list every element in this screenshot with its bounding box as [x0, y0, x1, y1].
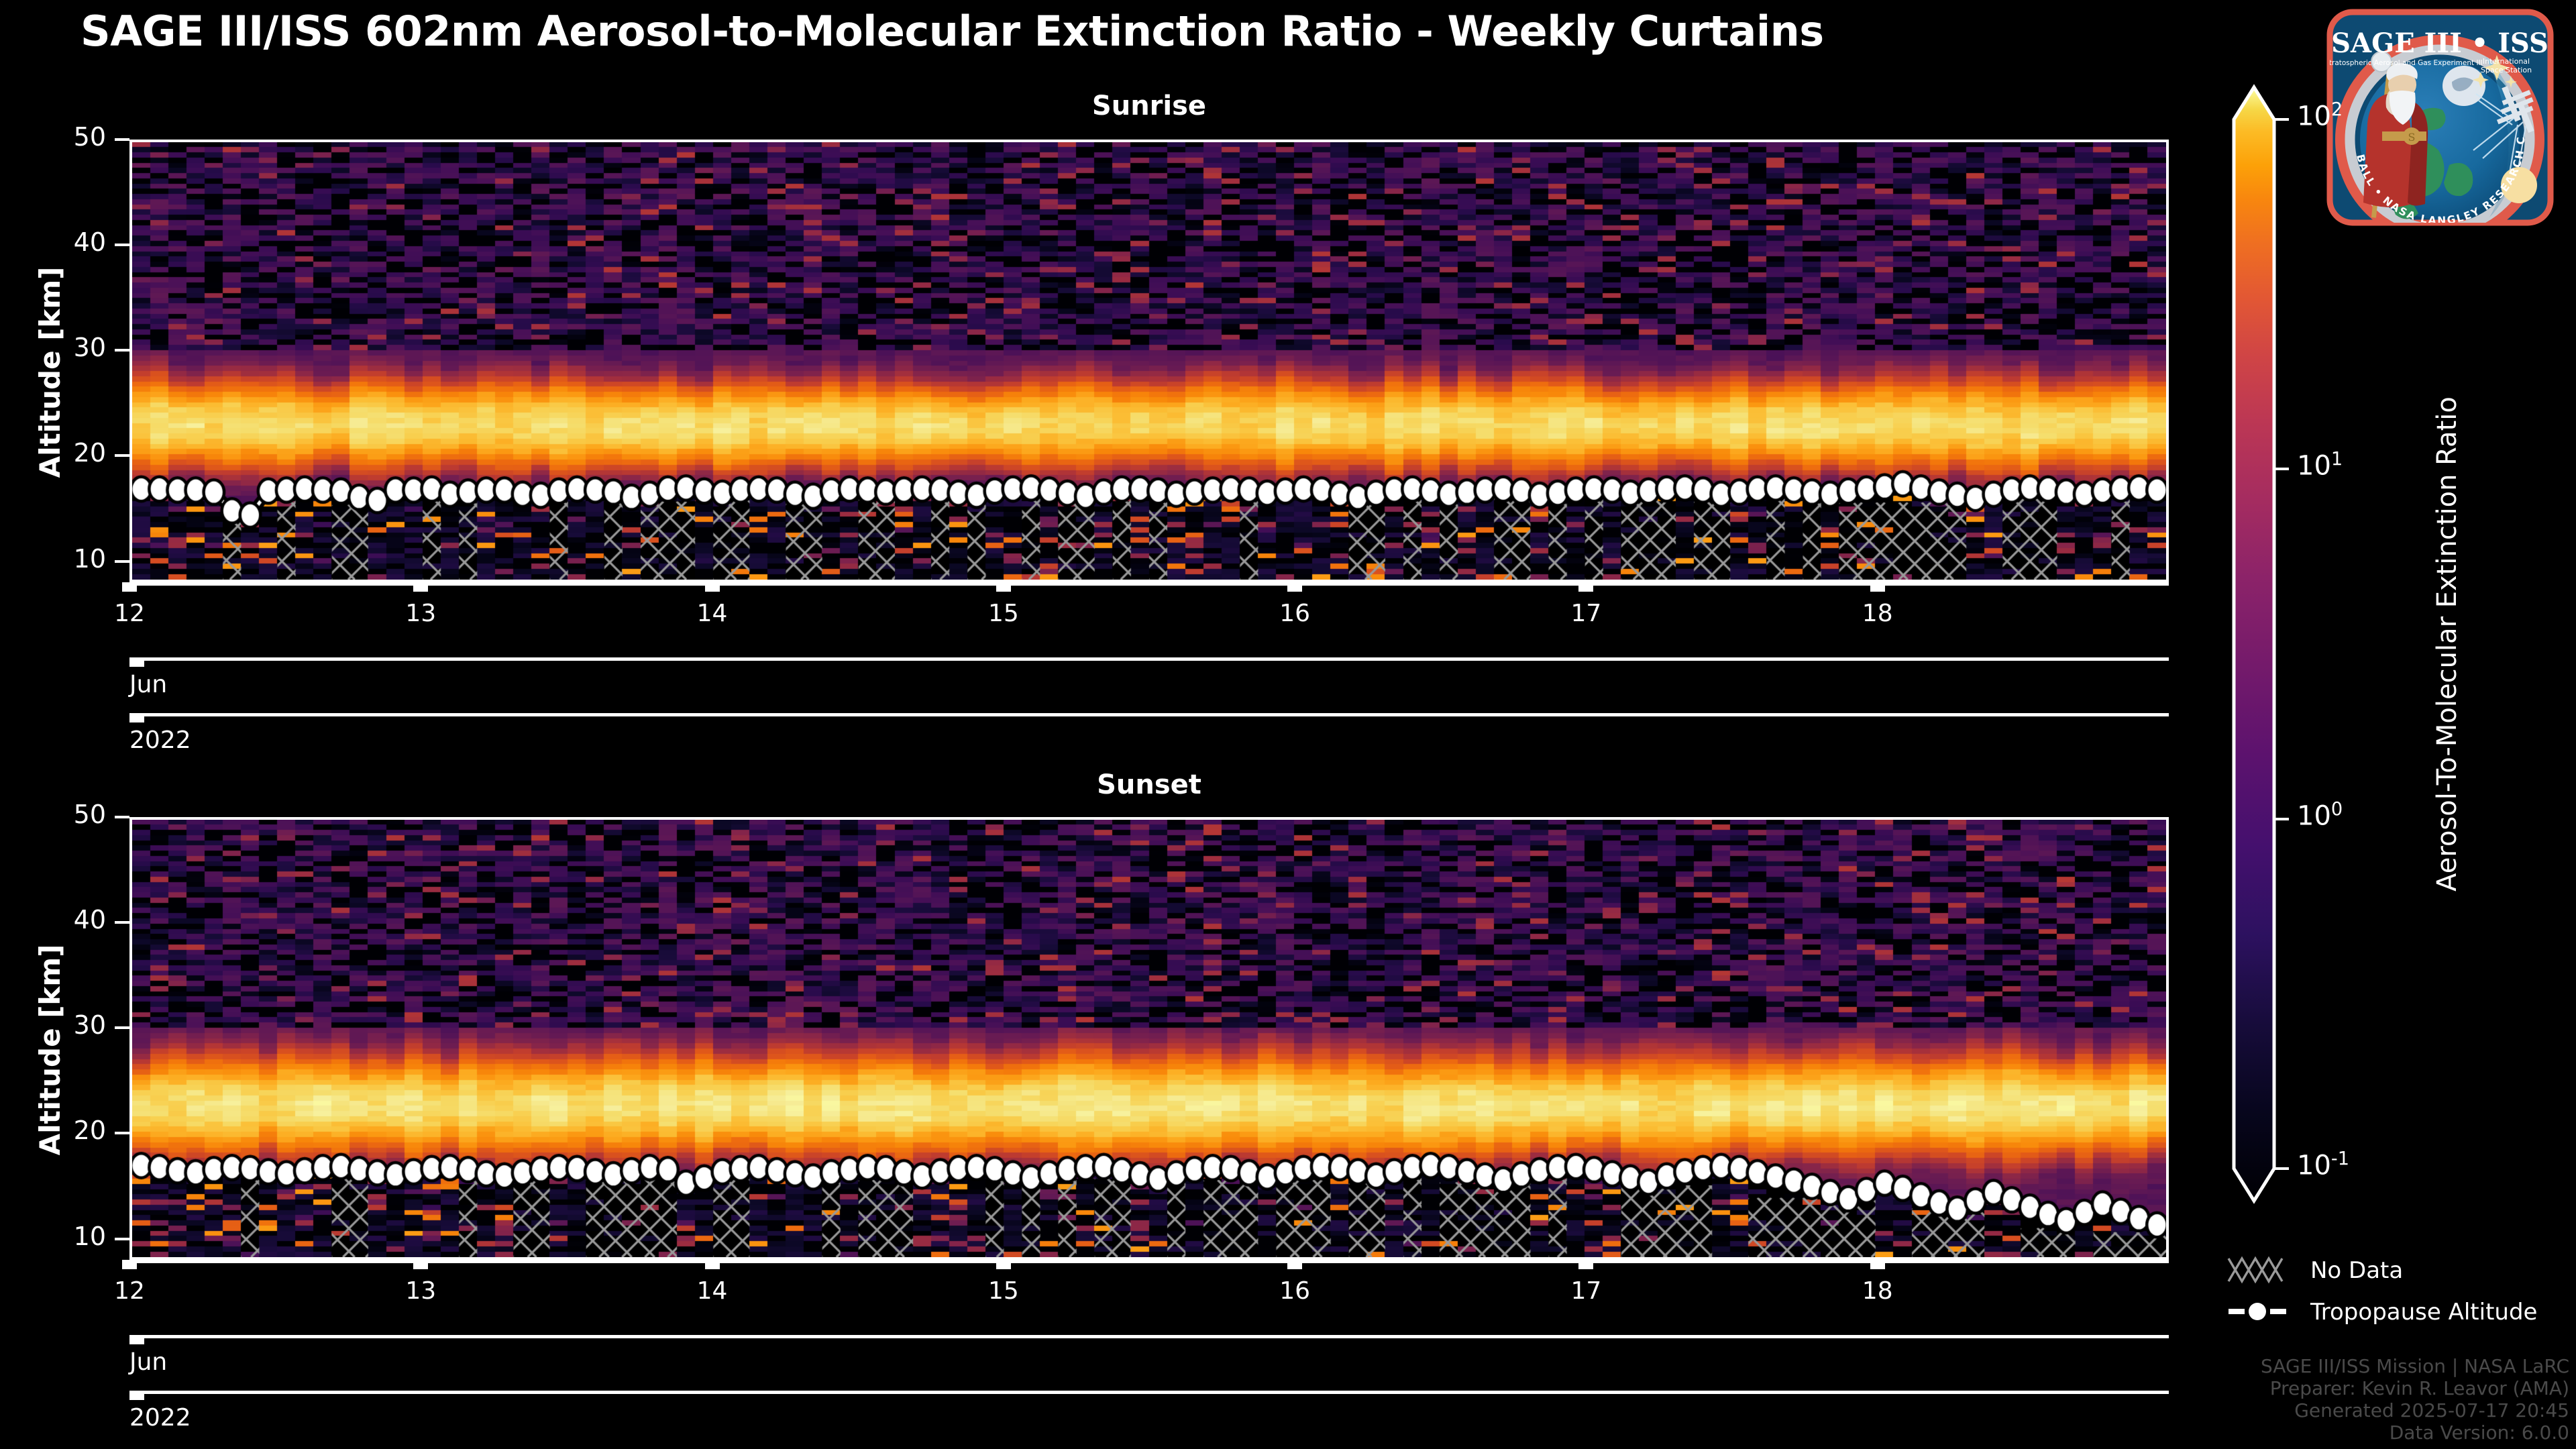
colorbar-tick-mark-1 [2274, 468, 2289, 471]
colorbar-tick-exponent-3: -1 [2330, 1148, 2350, 1169]
heatmap-plot-sunrise[interactable] [129, 140, 2169, 582]
colorbar-title: Aerosol-To-Molecular Extinction Ratio [2432, 396, 2463, 892]
panel-title-sunset: Sunset [1097, 769, 1201, 800]
page-title: SAGE III/ISS 602nm Aerosol-to-Molecular … [80, 7, 1824, 56]
logo-title: SAGE III • ISS [2331, 28, 2548, 59]
sage-iii-iss-mission-logo: S SAGE III • ISS Stratospheric Aerosol a… [2318, 0, 2563, 235]
colorbar-tick-mantissa-3: 10 [2297, 1150, 2331, 1181]
y-tick-label-sunrise-10: 10 [73, 543, 106, 574]
x-tick-label-sunset-15: 15 [987, 1277, 1019, 1305]
legend-label-tropopause: Tropopause Altitude [2310, 1299, 2538, 1326]
x-tick-label-sunset-13: 13 [405, 1277, 437, 1305]
colorbar-tick-mantissa-0: 10 [2297, 101, 2331, 132]
year-axis-tick-sunrise [129, 713, 144, 722]
footer-line-data-version: Data Version: 6.0.0 [2389, 1421, 2569, 1444]
y-tick-label-sunrise-40: 40 [73, 227, 106, 258]
y-tick-mark-sunrise-20 [115, 454, 129, 458]
y-tick-mark-sunset-30 [115, 1026, 129, 1030]
month-axis-rule-sunset [129, 1335, 2169, 1338]
colorbar-tick-mark-0 [2274, 118, 2289, 121]
x-tick-label-sunset-12: 12 [114, 1277, 145, 1305]
year-axis-tick-sunset [129, 1391, 144, 1400]
x-axis-rule-sunrise [129, 582, 2169, 586]
colorbar-tick-mantissa-2: 10 [2297, 800, 2331, 831]
logo-subtitle-right-2: Space Station [2481, 66, 2532, 74]
y-axis-label-sunset: Altitude [km] [34, 944, 66, 1156]
month-axis-rule-sunrise [129, 657, 2169, 661]
colorbar-tick-exponent-1: 1 [2330, 449, 2343, 470]
colorbar-tick-label-2: 100 [2297, 799, 2343, 831]
x-tick-label-sunrise-17: 17 [1570, 600, 1602, 627]
year-axis-rule-sunrise [129, 713, 2169, 716]
footer-line-mission: SAGE III/ISS Mission | NASA LaRC [2261, 1355, 2569, 1377]
colorbar-gradient-body [2232, 84, 2276, 1204]
colorbar-tick-mark-3 [2274, 1167, 2289, 1170]
x-tick-label-sunrise-16: 16 [1279, 600, 1311, 627]
x-tick-label-sunrise-14: 14 [696, 600, 728, 627]
year-label-sunrise: 2022 [129, 727, 191, 754]
y-tick-label-sunset-50: 50 [73, 800, 106, 829]
x-tick-label-sunrise-13: 13 [405, 600, 437, 627]
y-tick-label-sunrise-50: 50 [73, 122, 106, 152]
legend-label-no-data: No Data [2310, 1257, 2404, 1284]
footer: SAGE III/ISS Mission | NASA LaRC Prepare… [1838, 1355, 2569, 1444]
footer-line-preparer: Preparer: Kevin R. Leavor (AMA) [2269, 1377, 2569, 1399]
legend: No Data Tropopause Altitude [2227, 1254, 2576, 1335]
colorbar-tick-exponent-2: 0 [2330, 798, 2343, 820]
x-tick-label-sunset-17: 17 [1570, 1277, 1602, 1305]
y-tick-mark-sunset-10 [115, 1237, 129, 1240]
y-tick-mark-sunrise-50 [115, 138, 129, 141]
y-tick-mark-sunrise-30 [115, 349, 129, 352]
y-tick-mark-sunrise-10 [115, 559, 129, 563]
tropopause-line-swatch [2229, 1303, 2286, 1320]
svg-text:S: S [2408, 131, 2416, 144]
y-tick-mark-sunrise-40 [115, 244, 129, 247]
y-tick-mark-sunset-50 [115, 816, 129, 818]
colorbar-tick-label-3: 10-1 [2297, 1148, 2349, 1181]
colorbar-tick-label-1: 101 [2297, 449, 2343, 481]
x-tick-label-sunset-18: 18 [1862, 1277, 1893, 1305]
y-tick-mark-sunset-20 [115, 1132, 129, 1135]
logo-subtitle-left: Stratospheric Aerosol and Gas Experiment… [2324, 59, 2483, 67]
panel-title-sunrise: Sunrise [1091, 91, 1207, 121]
month-axis-tick-sunrise [129, 657, 144, 667]
y-tick-label-sunrise-30: 30 [73, 333, 106, 363]
y-tick-label-sunset-40: 40 [73, 905, 106, 935]
y-tick-mark-sunset-40 [115, 921, 129, 924]
x-tick-label-sunrise-12: 12 [114, 600, 145, 627]
footer-line-generated: Generated 2025-07-17 20:45 [2294, 1399, 2569, 1421]
month-label-sunrise: Jun [129, 671, 168, 698]
x-tick-label-sunrise-15: 15 [987, 600, 1019, 627]
colorbar-tick-mantissa-1: 10 [2297, 450, 2331, 482]
x-tick-label-sunset-16: 16 [1279, 1277, 1311, 1305]
logo-subtitle-right-1: International [2483, 57, 2530, 66]
colorbar-tick-mark-2 [2274, 817, 2289, 820]
x-tick-label-sunrise-18: 18 [1862, 600, 1893, 627]
x-tick-label-sunset-14: 14 [696, 1277, 728, 1305]
colorbar-tick-label-0: 102 [2297, 99, 2343, 131]
y-tick-label-sunset-20: 20 [73, 1116, 106, 1146]
month-axis-tick-sunset [129, 1335, 144, 1344]
x-axis-rule-sunset [129, 1260, 2169, 1263]
colorbar-tick-exponent-0: 2 [2330, 99, 2343, 120]
heatmap-plot-sunset[interactable] [129, 817, 2169, 1260]
colorbar [2227, 80, 2308, 1208]
y-tick-label-sunset-10: 10 [73, 1221, 106, 1251]
month-label-sunset: Jun [129, 1348, 168, 1376]
y-tick-label-sunset-30: 30 [73, 1010, 106, 1040]
y-tick-label-sunrise-20: 20 [73, 438, 106, 468]
y-axis-label-sunrise: Altitude [km] [34, 266, 66, 478]
year-axis-rule-sunset [129, 1391, 2169, 1394]
year-label-sunset: 2022 [129, 1404, 191, 1432]
no-data-hatch-swatch [2227, 1256, 2284, 1284]
